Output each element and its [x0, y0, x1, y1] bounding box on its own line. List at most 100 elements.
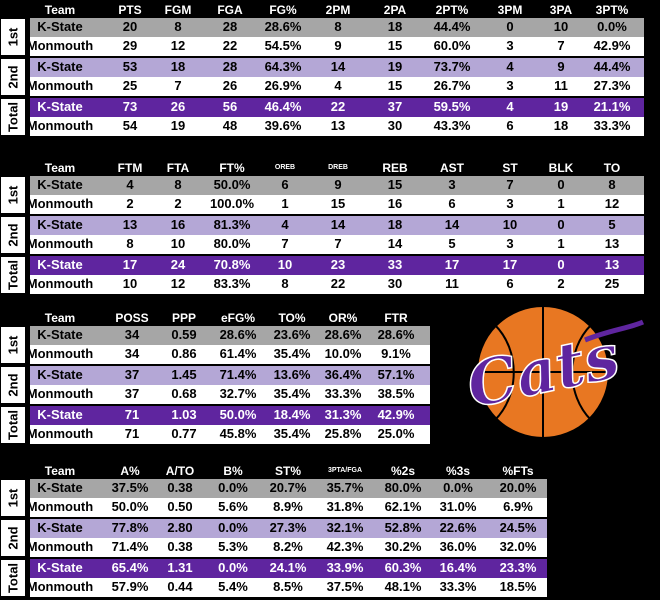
stat-cell: 30.2%: [384, 539, 422, 554]
team-name: K-State: [37, 407, 83, 422]
table-row: Monmouth 8 10 80.0% 7 7 14 5 3 1 13: [27, 235, 644, 254]
stat-cell: 0: [557, 177, 565, 192]
table-header: Team A% A/TO B% ST% 3PTA/FGA %2s %3s %FTs: [0, 461, 547, 479]
stat-cell: 9: [557, 59, 565, 74]
stat-cell: 13: [122, 217, 138, 232]
table-row: Monmouth 57.9% 0.44 5.4% 8.5% 37.5% 48.1% 33.3%…: [27, 578, 547, 597]
stat-cell: 19: [170, 118, 186, 133]
period-label-text: 1st: [5, 185, 21, 205]
column-header: FTA: [166, 161, 190, 175]
stat-cell: 2: [126, 196, 134, 211]
stat-cell: 19: [387, 59, 403, 74]
stat-cell: 0.77: [171, 426, 197, 441]
table-row: K-State 34 0.59 28.6% 23.6% 28.6% 28.6%: [30, 326, 430, 345]
column-header: FT%: [219, 161, 245, 175]
stat-cell: 61.4%: [219, 346, 257, 361]
stat-cell: 32.1%: [326, 520, 364, 535]
stat-cell: 15: [387, 38, 403, 53]
stat-cell: 31.0%: [439, 499, 477, 514]
column-header: OR%: [328, 311, 358, 325]
stat-cell: 20.7%: [269, 480, 307, 495]
stat-cell: 71: [124, 407, 140, 422]
period-label-text: 2nd: [5, 526, 21, 550]
stat-cell: 70.8%: [213, 257, 251, 272]
stat-cell: 62.1%: [384, 499, 422, 514]
column-header: REB: [382, 161, 408, 175]
stat-cell: 18: [170, 59, 186, 74]
stat-cell: 42.9%: [593, 38, 631, 53]
stat-cell: 7: [334, 236, 342, 251]
stat-cell: 53: [122, 59, 138, 74]
table-row: K-State 65.4% 1.31 0.0% 24.1% 33.9% 60.3% 16.4%…: [30, 559, 547, 578]
table-header: Team PTS FGM FGA FG% 2PM 2PA 2PT% 3PM 3PA 3PT%: [0, 0, 644, 18]
column-header: AST: [440, 161, 464, 175]
period-label: 2nd: [0, 58, 26, 96]
stat-cell: 20.0%: [499, 480, 537, 495]
stat-cell: 10: [553, 19, 569, 34]
stat-cell: 34: [124, 346, 140, 361]
stat-cell: 0.68: [171, 386, 197, 401]
stat-cell: 8.5%: [273, 579, 303, 594]
stat-cell: 10: [277, 257, 293, 272]
table-row: Monmouth 2 2 100.0% 1 15 16 6 3 1 12: [27, 195, 644, 214]
team-name: Monmouth: [26, 38, 94, 53]
stat-cell: 26.9%: [264, 78, 302, 93]
table-row: Monmouth 29 12 22 54.5% 9 15 60.0% 3 7 42.9%: [27, 37, 644, 56]
stat-cell: 64.3%: [264, 59, 302, 74]
stat-cell: 31.3%: [324, 407, 362, 422]
stat-cell: 37.5%: [111, 480, 149, 495]
stat-cell: 11: [445, 276, 459, 291]
stat-cell: 1: [557, 196, 565, 211]
team-name: Monmouth: [26, 426, 94, 441]
stat-cell: 33.9%: [326, 560, 364, 575]
column-header: Team: [44, 464, 76, 478]
stat-cell: 0: [557, 257, 565, 272]
table-row: K-State 37.5% 0.38 0.0% 20.7% 35.7% 80.0% 0.0% 2…: [30, 479, 547, 498]
stat-cell: 1: [281, 196, 289, 211]
period-label: 1st: [0, 18, 26, 56]
stat-cell: 15: [330, 196, 346, 211]
stat-cell: 52.8%: [384, 520, 422, 535]
stat-cell: 50.0%: [213, 177, 251, 192]
stat-cell: 59.5%: [433, 99, 471, 114]
column-header: DREB: [328, 164, 348, 171]
column-header: FTM: [117, 161, 143, 175]
stat-cell: 28: [222, 59, 238, 74]
stat-cell: 34: [124, 327, 140, 342]
stat-cell: 5.3%: [218, 539, 248, 554]
column-header: ST%: [274, 464, 301, 478]
team-name: K-State: [37, 520, 83, 535]
stat-cell: 25.8%: [324, 426, 362, 441]
team-name: Monmouth: [26, 196, 94, 211]
stat-cell: 35.4%: [273, 346, 311, 361]
table-row: K-State 20 8 28 28.6% 8 18 44.4% 0 10 0.0%: [30, 18, 644, 37]
period-label: 1st: [0, 479, 26, 517]
stat-cell: 5.6%: [218, 499, 248, 514]
stat-cell: 13: [604, 236, 620, 251]
team-name: Monmouth: [26, 276, 94, 291]
table-row: Monmouth 25 7 26 26.9% 4 15 26.7% 3 11 27.3%: [27, 77, 644, 96]
table-row: K-State 37 1.45 71.4% 13.6% 36.4% 57.1%: [30, 366, 430, 385]
stat-cell: 37: [387, 99, 403, 114]
stat-cell: 42.9%: [377, 407, 415, 422]
team-name: K-State: [37, 257, 83, 272]
stat-cell: 0.38: [167, 539, 193, 554]
column-header: PTS: [118, 3, 142, 17]
team-name: K-State: [37, 59, 83, 74]
stat-cell: 3: [506, 236, 514, 251]
stat-cell: 9: [334, 177, 342, 192]
stat-cell: 18.4%: [273, 407, 311, 422]
stat-cell: 71.4%: [111, 539, 149, 554]
column-header: A/TO: [165, 464, 195, 478]
team-name: Monmouth: [26, 78, 94, 93]
stat-cell: 22: [330, 276, 346, 291]
stat-cell: 57.1%: [377, 367, 415, 382]
stat-cell: 2.80: [167, 520, 193, 535]
column-header: FGM: [164, 3, 192, 17]
table-row: Monmouth 37 0.68 32.7% 35.4% 33.3% 38.5%: [27, 385, 430, 404]
stat-cell: 16.4%: [439, 560, 477, 575]
stat-cell: 8: [281, 276, 289, 291]
stat-cell: 1.03: [171, 407, 197, 422]
stat-cell: 13: [604, 257, 620, 272]
table-row: Monmouth 71 0.77 45.8% 35.4% 25.8% 25.0%: [27, 425, 430, 444]
